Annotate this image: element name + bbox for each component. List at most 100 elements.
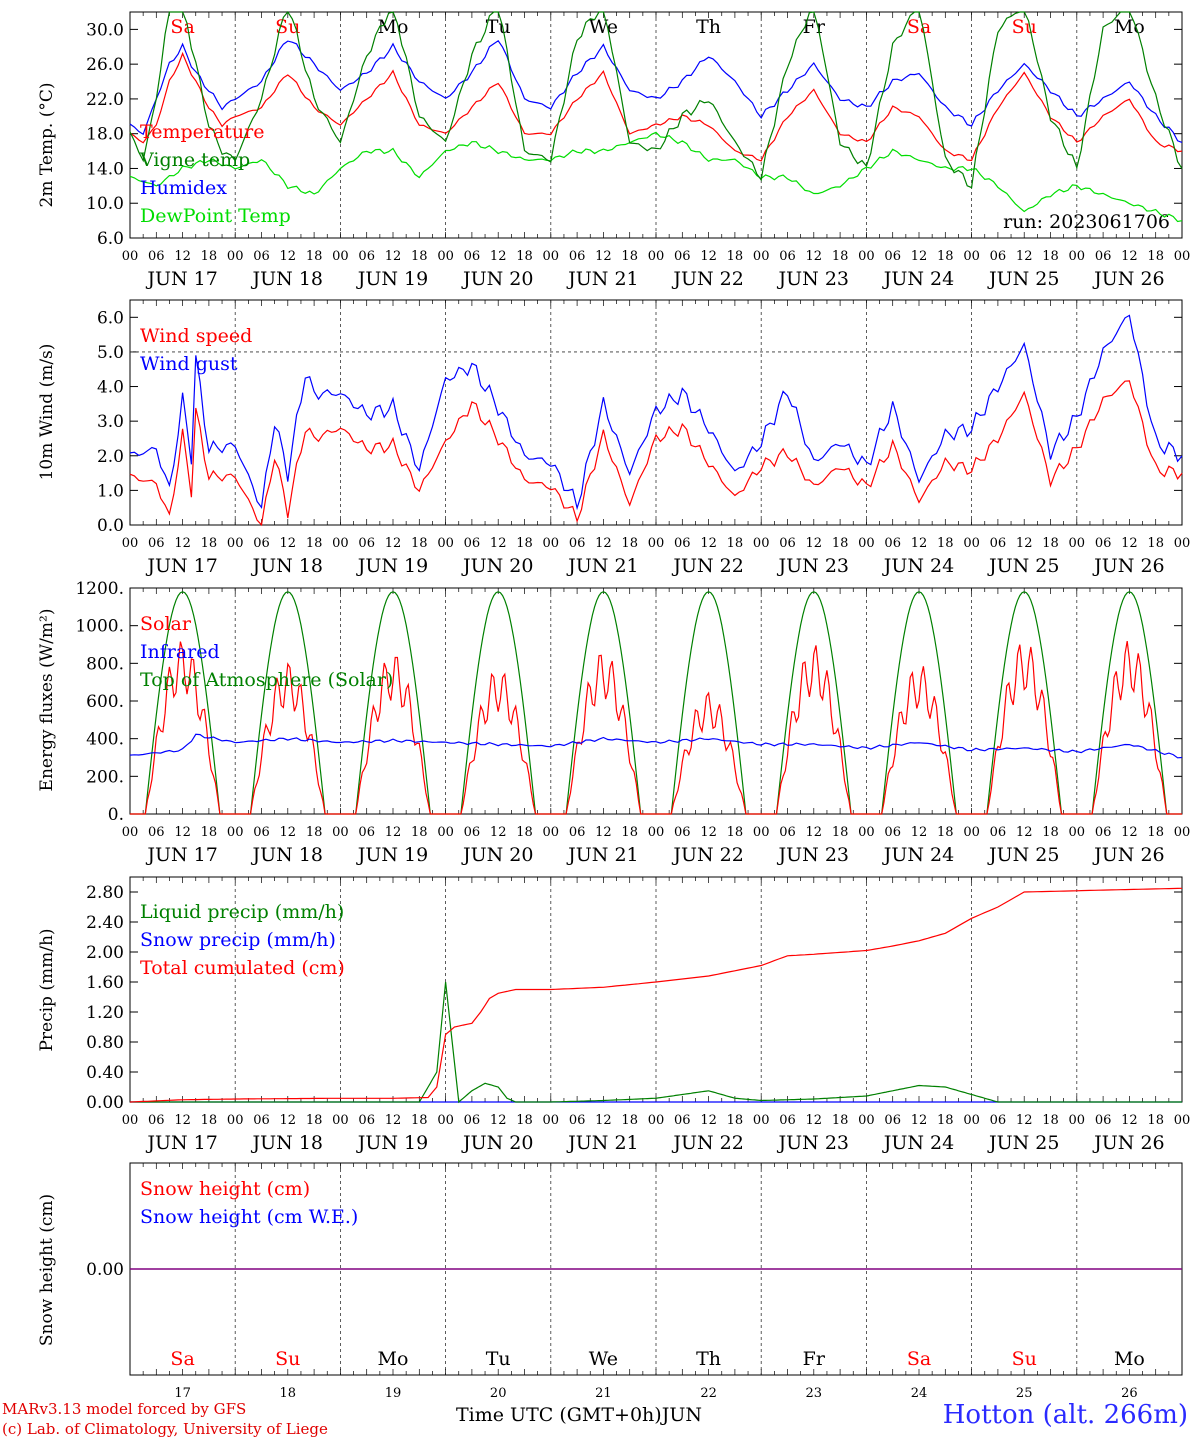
x-hour-label: 18 <box>727 536 744 551</box>
x-hour-label: 12 <box>280 825 297 840</box>
x-date-label: JUN 26 <box>1092 844 1164 866</box>
weekday-label: Mo <box>1114 16 1145 38</box>
x-hour-label: 12 <box>911 825 928 840</box>
x-hour-label: 00 <box>437 536 454 551</box>
x-day-number: 23 <box>806 1386 823 1401</box>
x-date-label: JUN 18 <box>251 555 323 577</box>
x-hour-label: 12 <box>595 825 612 840</box>
x-hour-label: 00 <box>1069 249 1086 264</box>
legend-wind-gust: Wind gust <box>140 353 238 375</box>
weekday-label: Su <box>1012 16 1037 38</box>
x-date-label: JUN 25 <box>987 268 1059 290</box>
x-day-number: 26 <box>1121 1386 1138 1401</box>
y-tick-label: 2.00 <box>86 943 124 963</box>
x-hour-label: 06 <box>148 536 165 551</box>
x-hour-label: 00 <box>1069 1113 1086 1128</box>
weekday-label: We <box>589 1348 618 1370</box>
legend-dewpoint: DewPoint Temp <box>140 205 291 227</box>
x-hour-label: 18 <box>832 1113 849 1128</box>
x-hour-label: 18 <box>727 1113 744 1128</box>
x-hour-label: 18 <box>937 825 954 840</box>
x-day-number: 21 <box>595 1386 612 1401</box>
x-hour-label: 06 <box>884 249 901 264</box>
x-hour-label: 12 <box>1016 249 1033 264</box>
x-axis-title-text: Time UTC (GMT+0h) <box>456 1404 662 1426</box>
x-hour-label: 18 <box>201 249 218 264</box>
x-date-label: JUN 17 <box>145 1132 217 1154</box>
y-tick-label: 0.40 <box>86 1063 124 1083</box>
x-hour-label: 12 <box>174 825 191 840</box>
x-date-label: JUN 26 <box>1092 1132 1164 1154</box>
x-date-label: JUN 21 <box>566 268 638 290</box>
x-hour-label: 06 <box>358 825 375 840</box>
x-hour-label: 06 <box>779 825 796 840</box>
x-hour-label: 12 <box>490 825 507 840</box>
x-hour-label: 00 <box>543 249 560 264</box>
x-hour-label: 18 <box>411 1113 428 1128</box>
x-hour-label: 18 <box>937 249 954 264</box>
x-hour-label: 00 <box>648 1113 665 1128</box>
x-hour-label: 18 <box>1042 536 1059 551</box>
x-date-label: JUN 24 <box>882 844 954 866</box>
panel-frame <box>129 299 1183 526</box>
x-hour-label: 06 <box>569 1113 586 1128</box>
x-hour-label: 12 <box>490 249 507 264</box>
weekday-label: Tu <box>486 1348 511 1370</box>
x-hour-label: 00 <box>648 825 665 840</box>
x-hour-label: 00 <box>753 825 770 840</box>
y-tick-label: 0.80 <box>86 1033 124 1053</box>
x-hour-label: 12 <box>595 249 612 264</box>
x-hour-label: 18 <box>937 536 954 551</box>
x-hour-label: 06 <box>779 536 796 551</box>
x-hour-label: 18 <box>516 249 533 264</box>
x-hour-label: 06 <box>464 1113 481 1128</box>
x-hour-label: 00 <box>543 1113 560 1128</box>
x-day-number: 19 <box>385 1386 402 1401</box>
x-hour-label: 18 <box>201 536 218 551</box>
x-date-label: JUN 23 <box>777 268 849 290</box>
x-hour-label: 18 <box>411 249 428 264</box>
x-hour-label: 18 <box>1147 1113 1164 1128</box>
x-hour-label: 00 <box>858 249 875 264</box>
y-tick-label: 26.0 <box>86 55 124 75</box>
wind-speed-line <box>129 380 1183 527</box>
panel-2: 0.0 1.0 2.0 3.0 4.0 5.0 6.0 10m Wind (m/s) 00 06 1… <box>37 299 1190 577</box>
x-date-label: JUN 18 <box>251 844 323 866</box>
legend-solar: Solar <box>140 613 192 635</box>
x-date-label: JUN 25 <box>987 555 1059 577</box>
x-hour-label: 06 <box>884 536 901 551</box>
x-date-label: JUN 21 <box>566 1132 638 1154</box>
humidex-line <box>129 39 1183 143</box>
x-hour-label: 18 <box>1042 825 1059 840</box>
x-hour-label: 06 <box>884 825 901 840</box>
y-tick-label: 30.0 <box>86 20 124 40</box>
legend-temperature: Temperature <box>140 121 264 143</box>
x-hour-label: 06 <box>358 1113 375 1128</box>
x-hour-label: 12 <box>1016 1113 1033 1128</box>
x-date-label: JUN 24 <box>882 268 954 290</box>
y-axis-title: 2m Temp. (°C) <box>37 82 57 207</box>
x-hour-label: 00 <box>437 825 454 840</box>
weekday-label: Sa <box>907 16 931 38</box>
x-hour-label: 12 <box>385 1113 402 1128</box>
weekday-label: Th <box>696 16 721 38</box>
x-hour-label: 18 <box>411 536 428 551</box>
x-hour-label: 18 <box>621 1113 638 1128</box>
x-date-label: JUN 23 <box>777 555 849 577</box>
x-date-label: JUN 24 <box>882 555 954 577</box>
x-date-label: JUN 19 <box>356 268 428 290</box>
x-hour-label: 00 <box>963 536 980 551</box>
x-date-label: JUN 19 <box>356 844 428 866</box>
x-hour-label: 12 <box>490 536 507 551</box>
x-hour-label: 06 <box>884 1113 901 1128</box>
x-hour-label: 06 <box>779 1113 796 1128</box>
x-day-number: 24 <box>911 1386 928 1401</box>
x-hour-label: 06 <box>1095 249 1112 264</box>
x-hour-label: 18 <box>306 249 323 264</box>
x-hour-label: 18 <box>1147 249 1164 264</box>
legend-humidex: Humidex <box>140 177 227 199</box>
x-hour-label: 06 <box>990 536 1007 551</box>
x-date-label: JUN 22 <box>671 844 743 866</box>
x-hour-label: 00 <box>227 1113 244 1128</box>
y-tick-label: 0.00 <box>86 1093 124 1113</box>
